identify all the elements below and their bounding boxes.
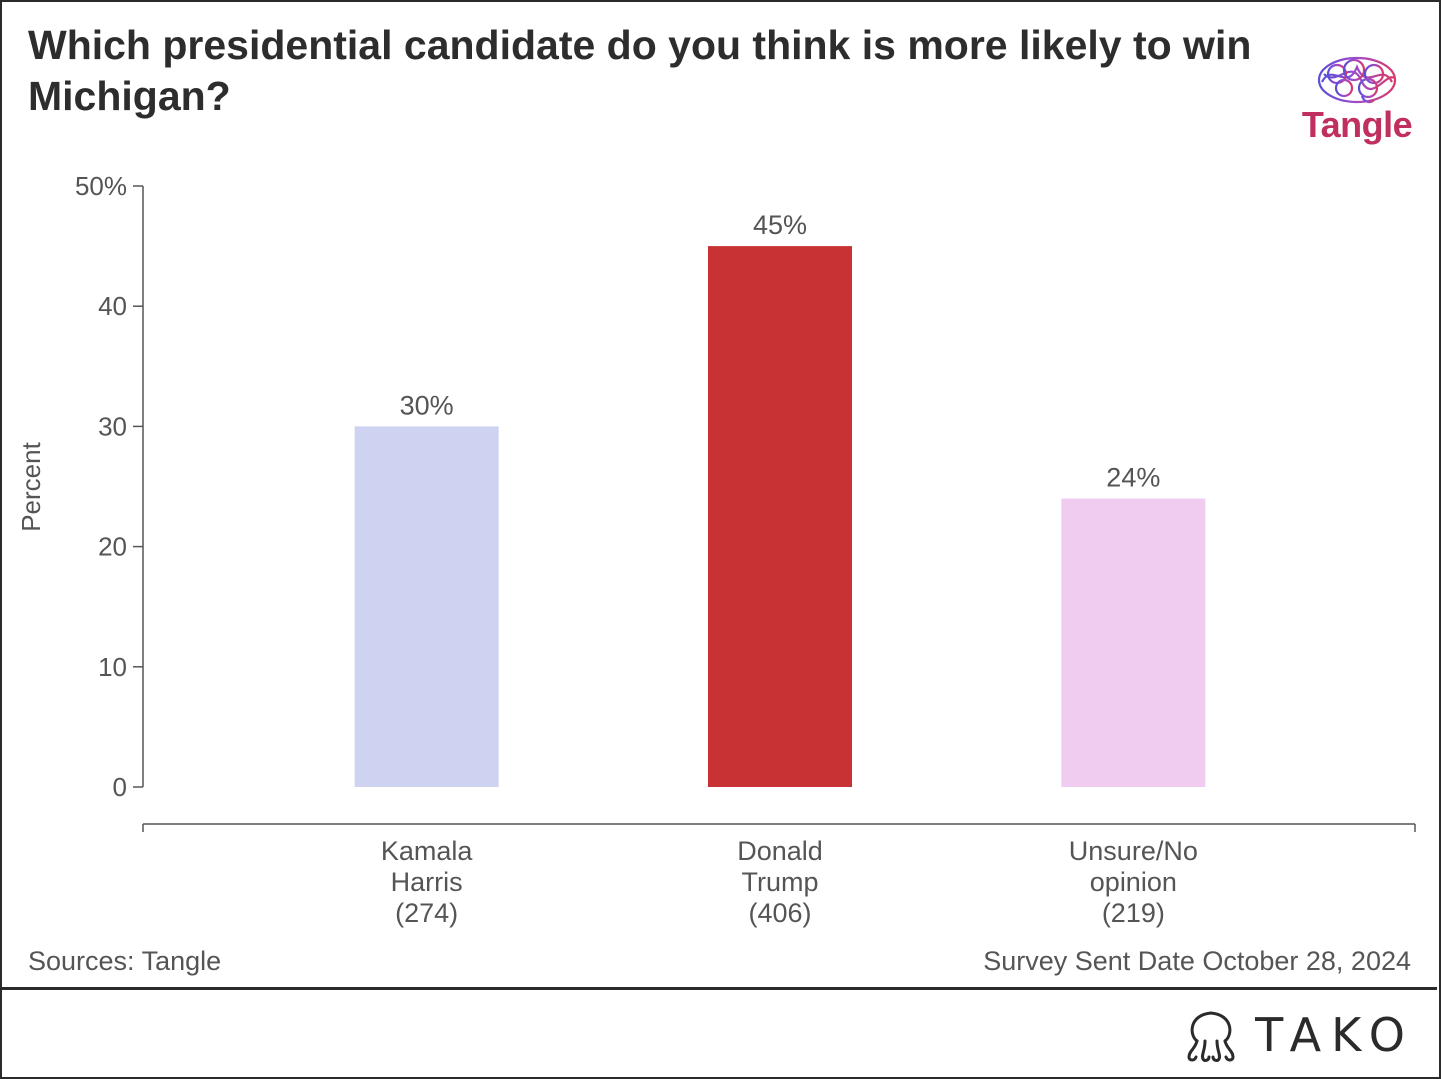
y-tick-label: 50% xyxy=(75,171,127,201)
brand-name: TAKO xyxy=(1255,1008,1415,1062)
tangle-logo: Tangle xyxy=(1292,52,1422,152)
tako-brand: TAKO xyxy=(1185,1005,1415,1065)
survey-date: Survey Sent Date October 28, 2024 xyxy=(983,946,1411,976)
footer-divider xyxy=(0,987,1437,990)
y-tick-label: 30 xyxy=(98,411,127,441)
x-category-label: Trump xyxy=(741,867,818,897)
x-category-label: (219) xyxy=(1102,898,1165,928)
y-tick-label: 0 xyxy=(113,772,127,802)
x-category-label: Donald xyxy=(737,836,823,866)
octopus-icon xyxy=(1187,1011,1235,1062)
x-category-label: Kamala xyxy=(381,836,474,866)
y-axis-title: Percent xyxy=(16,441,46,531)
y-tick-label: 10 xyxy=(98,652,127,682)
source-note: Sources: Tangle xyxy=(28,946,222,976)
bar-value-label: 24% xyxy=(1106,463,1160,493)
x-category-label: (406) xyxy=(748,898,811,928)
logo-text: Tangle xyxy=(1301,104,1413,145)
bar-value-label: 30% xyxy=(400,390,454,420)
x-category-label: opinion xyxy=(1090,867,1177,897)
brain-icon xyxy=(1317,56,1397,104)
bar xyxy=(354,426,499,787)
x-category-label: Unsure/No xyxy=(1069,836,1198,866)
bar-value-label: 45% xyxy=(753,210,807,240)
bar xyxy=(1061,498,1206,787)
x-category-label: (274) xyxy=(395,898,458,928)
chart-title: Which presidential candidate do you thin… xyxy=(28,22,1252,119)
bar xyxy=(708,246,852,788)
y-tick-label: 40 xyxy=(98,291,127,321)
y-tick-label: 20 xyxy=(98,532,127,562)
x-category-label: Harris xyxy=(391,867,463,897)
